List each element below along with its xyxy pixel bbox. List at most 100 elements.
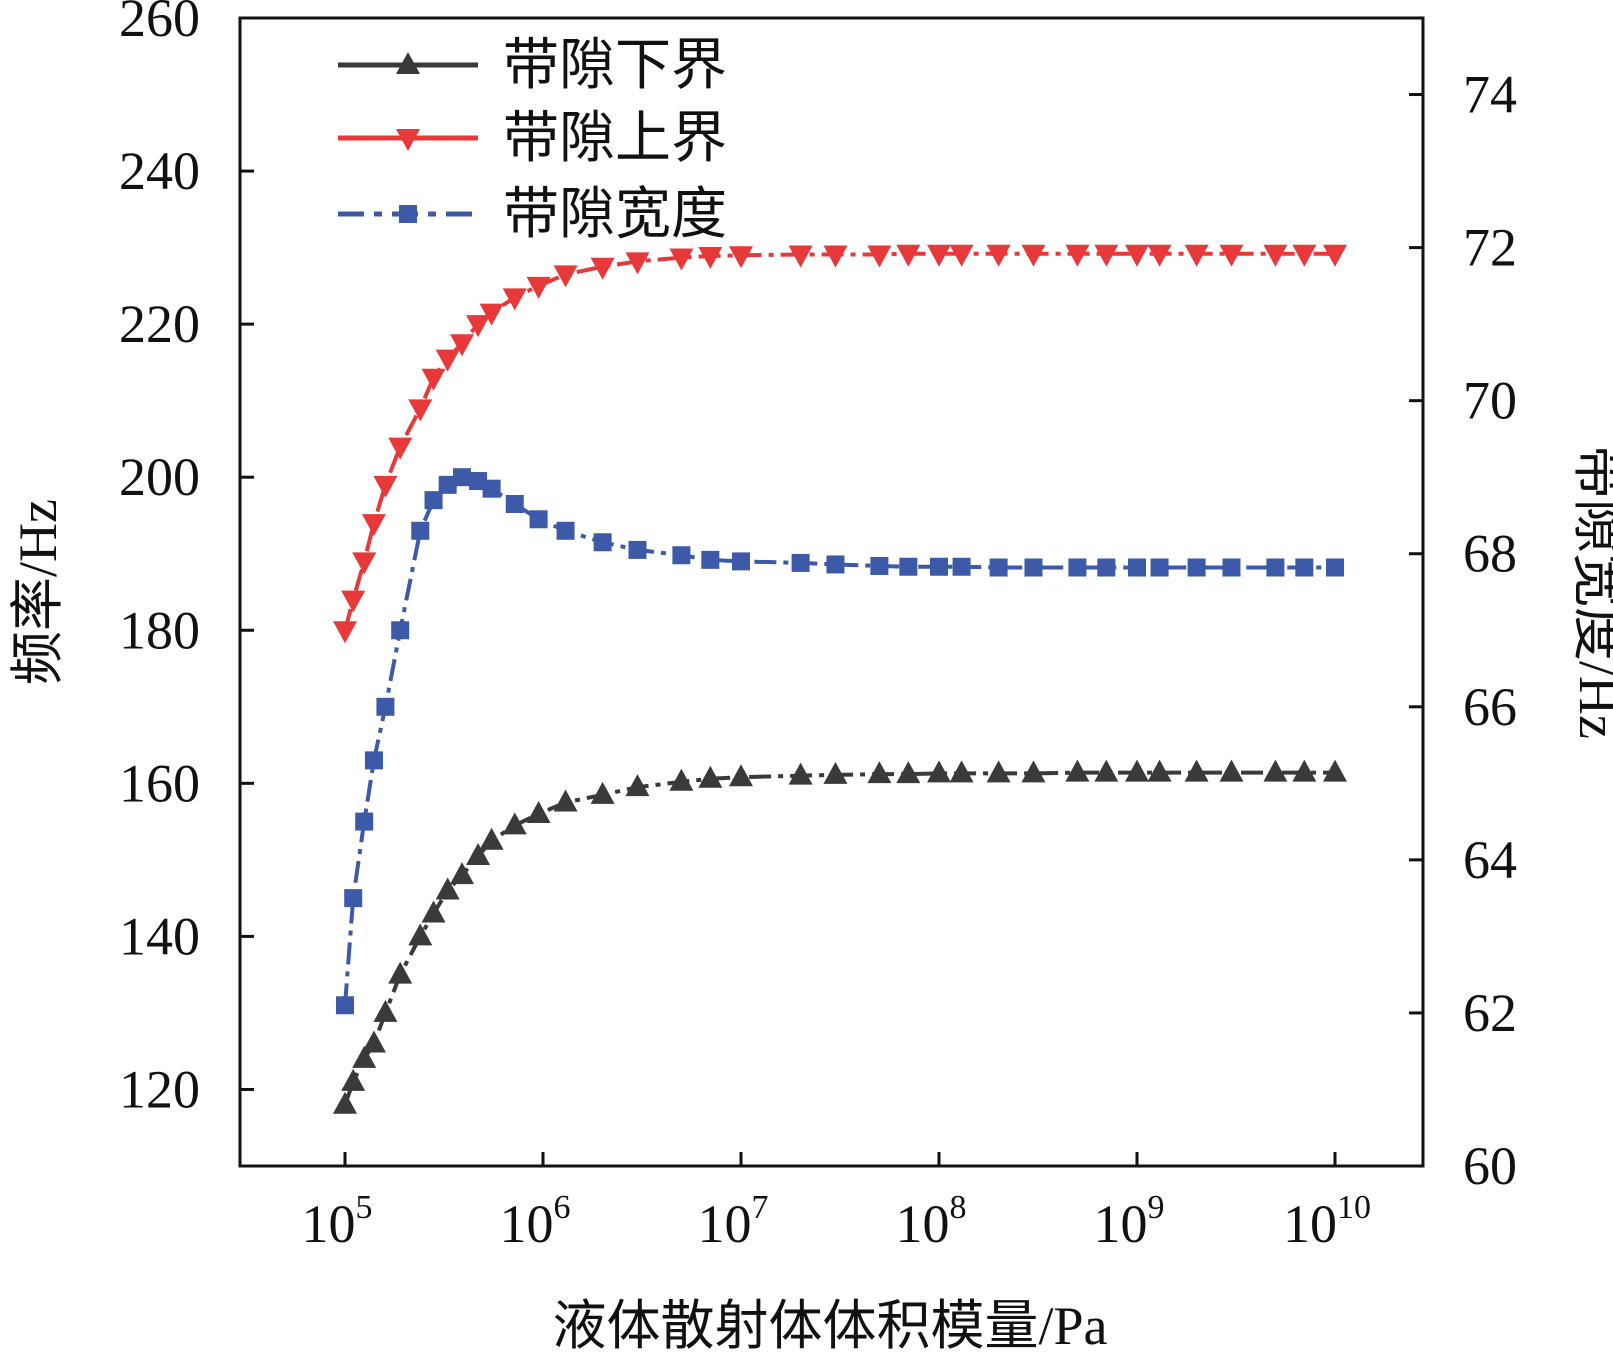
data-point [1187, 558, 1206, 577]
data-point [391, 621, 410, 640]
data-point [896, 244, 921, 267]
data-point [421, 368, 446, 391]
series-0 [333, 759, 1347, 1114]
data-point [625, 774, 650, 797]
data-point [1292, 759, 1317, 782]
y2-tick-label: 68 [1463, 524, 1517, 584]
x-tick-label: 1010 [1283, 1189, 1371, 1254]
data-point [344, 889, 363, 908]
data-point [364, 751, 383, 770]
data-point [986, 244, 1011, 267]
legend-marker [396, 129, 420, 151]
y-tick-label: 200 [119, 447, 200, 507]
data-point [867, 245, 892, 268]
series-1 [333, 244, 1347, 644]
data-point [1323, 759, 1347, 782]
data-point [341, 590, 366, 613]
data-point [899, 557, 918, 576]
data-point [989, 558, 1008, 577]
series-layer [333, 244, 1347, 1114]
data-point [791, 553, 810, 572]
data-point [1292, 244, 1317, 267]
y-tick-label: 140 [119, 906, 200, 966]
data-point [421, 900, 446, 923]
y2-tick-label: 72 [1463, 218, 1517, 278]
y-axis-label: 频率/Hz [8, 499, 68, 685]
x-tick-label: 106 [500, 1189, 571, 1254]
data-point [1323, 244, 1347, 267]
data-point [361, 1030, 386, 1053]
x-axis-label: 液体散射体体积模量/Pa [552, 1296, 1107, 1356]
data-point [826, 555, 845, 574]
data-point [927, 760, 951, 783]
data-point [1222, 558, 1241, 577]
data-point [526, 800, 551, 823]
data-point [1263, 759, 1288, 782]
data-point [1068, 558, 1087, 577]
y-tick-label: 220 [119, 294, 200, 354]
data-point [1021, 244, 1046, 267]
data-point [1266, 558, 1285, 577]
series-line [343, 770, 1335, 1106]
data-point [1065, 244, 1090, 267]
data-point [669, 248, 694, 271]
data-point [424, 491, 443, 510]
y2-tick-label: 66 [1463, 677, 1517, 737]
data-point [526, 276, 551, 299]
data-point [927, 244, 951, 267]
legend-item: 带隙宽度 [338, 184, 727, 246]
y-tick-label: 260 [119, 0, 200, 48]
y-tick-label: 120 [119, 1059, 200, 1119]
y2-tick-label: 70 [1463, 371, 1517, 431]
data-point [373, 999, 398, 1022]
y-tick-label: 240 [119, 141, 200, 201]
data-point [1094, 759, 1119, 782]
data-point [788, 245, 813, 268]
y-tick-label: 180 [119, 600, 200, 660]
data-point [1147, 759, 1172, 782]
legend-item: 带隙下界 [338, 35, 727, 97]
data-point [1024, 558, 1043, 577]
data-point [949, 244, 974, 267]
data-point [376, 697, 395, 716]
data-point [529, 510, 548, 529]
data-point [1219, 244, 1244, 267]
x-tick-label: 108 [896, 1189, 967, 1254]
legend-label: 带隙下界 [503, 35, 727, 97]
x-tick-label: 109 [1094, 1189, 1165, 1254]
data-point [361, 514, 386, 537]
data-point [669, 768, 694, 791]
data-point [593, 533, 612, 552]
data-point [823, 761, 848, 784]
data-point [1097, 558, 1116, 577]
data-point [453, 468, 472, 487]
data-point [469, 472, 488, 491]
data-point [930, 557, 948, 576]
y2-tick-label: 62 [1463, 983, 1517, 1043]
data-point [388, 437, 413, 460]
data-point [1128, 558, 1146, 577]
data-point [870, 556, 889, 575]
data-point [729, 764, 753, 787]
data-point [336, 996, 354, 1015]
y2-tick-label: 74 [1463, 65, 1517, 125]
data-point [1150, 558, 1169, 577]
data-point [1021, 760, 1046, 783]
data-point [625, 252, 650, 275]
data-point [698, 247, 723, 270]
data-point [341, 1068, 366, 1091]
data-point [355, 812, 374, 831]
data-point [1184, 244, 1209, 267]
data-point [450, 862, 475, 885]
data-point [435, 877, 460, 900]
data-point [986, 760, 1011, 783]
axis-ticks: 120 140 160 180 200 220 240 260 60 62 64 66 68 70 72 74… [119, 0, 1517, 1254]
data-point [1219, 759, 1244, 782]
data-point [1147, 244, 1172, 267]
plot-frame [238, 16, 1425, 1168]
y2-tick-label: 64 [1463, 830, 1517, 890]
data-point [1125, 759, 1149, 782]
y2-tick-label: 60 [1463, 1136, 1517, 1196]
data-point [1263, 244, 1288, 267]
